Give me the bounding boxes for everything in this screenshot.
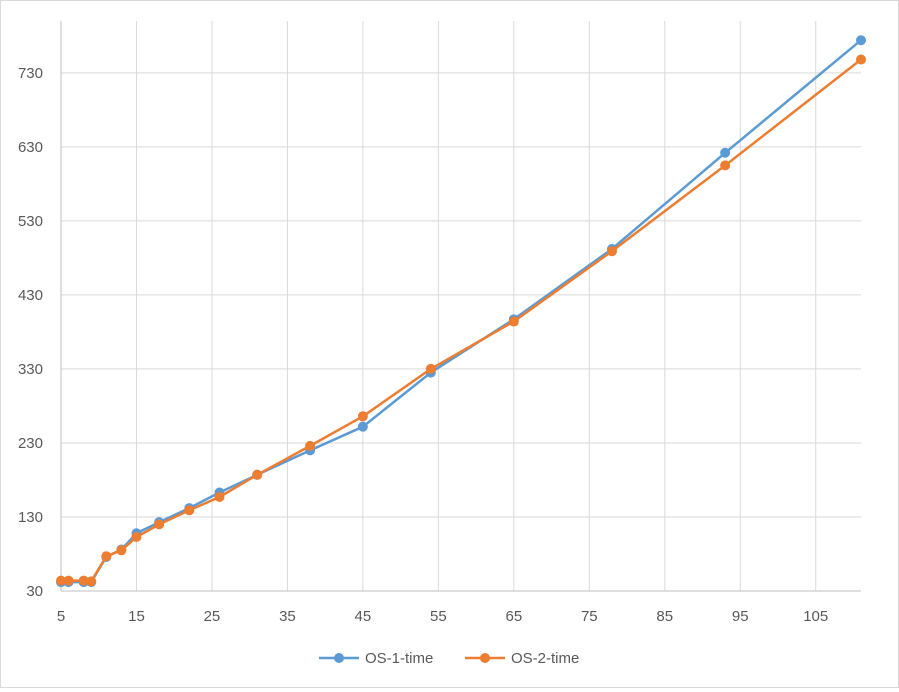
y-tick-label: 730 <box>18 65 43 82</box>
legend-label: OS-2-time <box>511 650 579 667</box>
legend: OS-1-time OS-2-time <box>319 650 579 667</box>
x-tick-label: 15 <box>128 608 145 625</box>
x-tick-label: 75 <box>581 608 598 625</box>
data-point <box>425 363 436 374</box>
data-point <box>508 316 519 327</box>
data-point <box>116 545 127 556</box>
data-point <box>252 469 263 480</box>
data-point <box>856 35 866 46</box>
data-point <box>86 576 97 587</box>
y-axis-tick-labels: 30 130 230 330 430 530 630 730 <box>18 65 43 600</box>
data-point <box>305 440 316 451</box>
data-point <box>214 491 225 502</box>
data-point <box>720 160 731 171</box>
data-point <box>63 575 74 586</box>
data-point <box>720 147 731 158</box>
legend-item-2: OS-2-time <box>465 650 579 667</box>
y-tick-label: 630 <box>18 139 43 156</box>
series-1 <box>56 35 866 588</box>
series-line <box>61 39 862 584</box>
data-point <box>357 421 368 432</box>
legend-label: OS-1-time <box>365 650 433 667</box>
series-lines <box>56 35 866 588</box>
data-point <box>78 575 89 586</box>
data-point <box>154 519 165 530</box>
y-tick-label: 230 <box>18 435 43 452</box>
legend-item-1: OS-1-time <box>319 650 433 667</box>
x-tick-label: 45 <box>355 608 372 625</box>
x-tick-label: 5 <box>57 608 65 625</box>
x-tick-label: 25 <box>204 608 221 625</box>
y-tick-label: 330 <box>18 361 43 378</box>
y-tick-label: 530 <box>18 213 43 230</box>
x-tick-label: 55 <box>430 608 447 625</box>
x-tick-label: 65 <box>505 608 522 625</box>
series-2 <box>56 54 866 587</box>
x-tick-label: 85 <box>656 608 673 625</box>
x-tick-label: 105 <box>803 608 828 625</box>
x-axis-tick-labels: 5 15 25 35 45 55 65 75 85 95 105 <box>57 608 828 625</box>
x-tick-label: 95 <box>732 608 749 625</box>
gridlines <box>60 21 861 592</box>
data-point <box>357 411 368 422</box>
y-tick-label: 30 <box>26 583 43 600</box>
legend-marker-swatch <box>334 653 344 663</box>
y-tick-label: 430 <box>18 287 43 304</box>
series-line <box>61 58 862 583</box>
legend-marker-swatch <box>480 653 490 663</box>
data-point <box>856 54 866 65</box>
data-point <box>606 246 617 257</box>
data-point <box>131 531 142 542</box>
data-point <box>56 575 66 586</box>
y-tick-label: 130 <box>18 509 43 526</box>
data-point <box>184 505 195 516</box>
data-point <box>101 551 112 562</box>
x-tick-label: 35 <box>279 608 296 625</box>
